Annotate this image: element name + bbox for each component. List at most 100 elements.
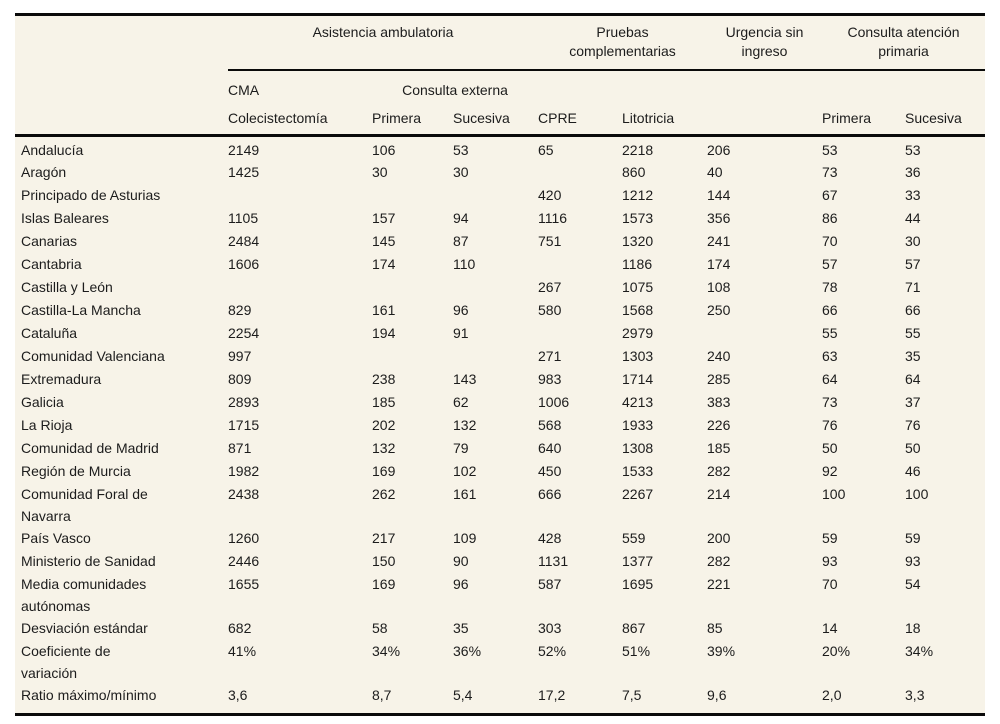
- row-label: Comunidad Foral de Navarra: [21, 485, 148, 524]
- cell-consulta-externa-primera: 106: [372, 141, 396, 158]
- cell-urgencia-sin-ingreso: 9,6: [707, 686, 727, 703]
- cell-cpre: 568: [538, 416, 562, 433]
- cell-colecistectomia: 3,6: [228, 686, 248, 703]
- subgroup-header-row: CMA Consulta externa: [15, 70, 985, 103]
- cell-cpre: 1116: [538, 209, 568, 226]
- cell-primaria-sucesiva: 64: [905, 370, 921, 387]
- cell-cpre: 640: [538, 439, 562, 456]
- healthcare-indicators-table: Asistencia ambulatoria Pruebas complemen…: [15, 16, 986, 707]
- cell-primaria-sucesiva: 55: [905, 324, 921, 341]
- table-row: Islas Baleares 1105 157 94 1116 1573 356…: [15, 207, 985, 230]
- cell-primaria-sucesiva: 76: [905, 416, 921, 433]
- cell-consulta-externa-primera: 132: [372, 439, 396, 456]
- table-row: Galicia 2893 185 62 1006 4213 383 73 37: [15, 391, 985, 414]
- cell-litotricia: 1533: [622, 462, 654, 479]
- column-header-sucesiva-externa: Sucesiva: [453, 103, 538, 137]
- cell-consulta-externa-sucesiva: [453, 345, 538, 368]
- cell-urgencia-sin-ingreso: 144: [707, 186, 731, 203]
- cell-colecistectomia: 2149: [228, 141, 260, 158]
- cell-urgencia-sin-ingreso: 221: [707, 575, 731, 592]
- group-header-row: Asistencia ambulatoria Pruebas complemen…: [15, 16, 986, 71]
- cell-litotricia: 2218: [622, 141, 654, 158]
- table-row: Principado de Asturias 420 1212 144 67 3…: [15, 184, 985, 207]
- cell-cpre: 751: [538, 232, 562, 249]
- table-row: Cantabria 1606 174 110 1186 174 57 57: [15, 253, 985, 276]
- cell-primaria-primera: 57: [822, 255, 838, 272]
- cell-consulta-externa-primera: 185: [372, 393, 396, 410]
- row-label: Comunidad Valenciana: [21, 347, 165, 364]
- cell-consulta-externa-primera: 157: [372, 209, 396, 226]
- cell-cpre: 983: [538, 370, 562, 387]
- cell-colecistectomia: 2484: [228, 232, 260, 249]
- cell-litotricia: 1573: [622, 209, 654, 226]
- cell-consulta-externa-sucesiva: 109: [453, 529, 477, 546]
- cell-consulta-externa-sucesiva: 79: [453, 439, 469, 456]
- row-label: Desviación estándar: [21, 619, 148, 636]
- cell-colecistectomia: 809: [228, 370, 252, 387]
- cell-consulta-externa-primera: 169: [372, 462, 396, 479]
- row-label: La Rioja: [21, 416, 73, 433]
- cell-consulta-externa-sucesiva: 161: [453, 485, 477, 502]
- cell-consulta-externa-sucesiva: 96: [453, 575, 469, 592]
- cell-colecistectomia: 682: [228, 619, 252, 636]
- table-row: Canarias 2484 145 87 751 1320 241 70 30: [15, 230, 985, 253]
- cell-urgencia-sin-ingreso: 285: [707, 370, 731, 387]
- table-frame: Asistencia ambulatoria Pruebas complemen…: [15, 13, 986, 716]
- cell-urgencia-sin-ingreso: 282: [707, 552, 731, 569]
- cell-litotricia: 1075: [622, 278, 654, 295]
- row-label: Islas Baleares: [21, 209, 109, 226]
- cell-litotricia: 1212: [622, 186, 654, 203]
- spacer-cell: [15, 103, 228, 137]
- table-body: Andalucía 2149 106 53 65 2218 206 53 53 …: [15, 135, 985, 707]
- cell-cpre: 1131: [538, 552, 569, 569]
- cell-colecistectomia: 1606: [228, 255, 260, 272]
- cell-primaria-primera: 86: [822, 209, 838, 226]
- cell-primaria-primera: 59: [822, 529, 838, 546]
- cell-primaria-sucesiva: 3,3: [905, 686, 925, 703]
- cell-consulta-externa-primera: 30: [372, 163, 388, 180]
- cell-consulta-externa-primera: 145: [372, 232, 396, 249]
- column-header-sucesiva-primaria: Sucesiva: [905, 103, 986, 137]
- table-row: Desviación estándar 682 58 35 303 867 85…: [15, 617, 985, 640]
- cell-consulta-externa-primera: 34%: [372, 642, 401, 659]
- cell-colecistectomia: 829: [228, 301, 252, 318]
- cell-primaria-primera: 66: [822, 301, 838, 318]
- cell-primaria-primera: 20%: [822, 642, 851, 659]
- cell-primaria-primera: 73: [822, 393, 838, 410]
- cell-litotricia: 1377: [622, 552, 654, 569]
- cell-urgencia-sin-ingreso: 85: [707, 619, 723, 636]
- row-label: Comunidad de Madrid: [21, 439, 159, 456]
- row-label: Cataluña: [21, 324, 78, 341]
- cell-urgencia-sin-ingreso: 383: [707, 393, 731, 410]
- cell-cpre: [538, 161, 622, 184]
- spacer-cell: [538, 70, 985, 103]
- cell-consulta-externa-sucesiva: 35: [453, 619, 469, 636]
- cell-consulta-externa-sucesiva: 36%: [453, 642, 482, 659]
- cell-litotricia: 559: [622, 529, 646, 546]
- column-header-row: Colecistectomía Primera Sucesiva CPRE Li…: [15, 103, 986, 137]
- cell-consulta-externa-primera: 174: [372, 255, 396, 272]
- row-label: Cantabria: [21, 255, 82, 272]
- cell-cpre: 17,2: [538, 686, 566, 703]
- table-row: Media comunidades autónomas 1655 169 96 …: [15, 573, 985, 617]
- cell-primaria-sucesiva: 50: [905, 439, 921, 456]
- cell-colecistectomia: 871: [228, 439, 252, 456]
- cell-colecistectomia: 2893: [228, 393, 260, 410]
- group-urgencia-sin-ingreso: Urgencia sin ingreso: [707, 16, 823, 71]
- subgroup-consulta-externa: Consulta externa: [402, 82, 508, 98]
- cell-primaria-primera: 70: [822, 575, 838, 592]
- cell-litotricia: 1933: [622, 416, 654, 433]
- cell-consulta-externa-sucesiva: 91: [453, 324, 469, 341]
- cell-colecistectomia: [228, 184, 372, 207]
- cell-primaria-primera: 64: [822, 370, 838, 387]
- cell-consulta-externa-sucesiva: 30: [453, 163, 469, 180]
- table-row: Región de Murcia 1982 169 102 450 1533 2…: [15, 460, 985, 483]
- cell-primaria-sucesiva: 57: [905, 255, 921, 272]
- cell-primaria-sucesiva: 37: [905, 393, 921, 410]
- cell-urgencia-sin-ingreso: [707, 322, 822, 345]
- cell-urgencia-sin-ingreso: 206: [707, 141, 731, 158]
- table-row: Ratio máximo/mínimo 3,6 8,7 5,4 17,2 7,5…: [15, 684, 985, 707]
- cell-colecistectomia: 1260: [228, 529, 260, 546]
- cell-colecistectomia: 1425: [228, 163, 260, 180]
- cell-urgencia-sin-ingreso: 241: [707, 232, 731, 249]
